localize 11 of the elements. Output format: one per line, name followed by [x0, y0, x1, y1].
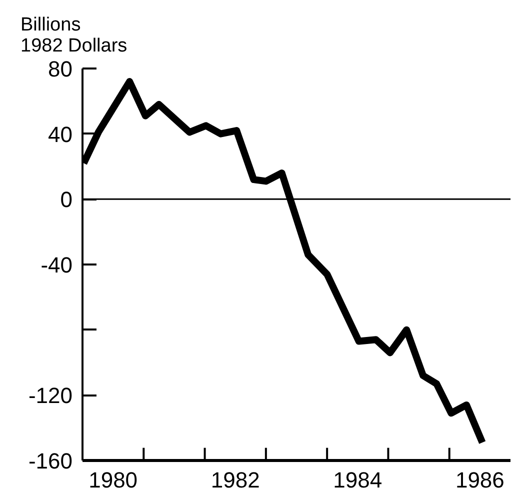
y-tick-label: 40 [48, 122, 73, 147]
y-tick-label: 0 [60, 187, 73, 212]
y-tick-label: -120 [28, 383, 73, 408]
y-tick-label: -160 [28, 448, 73, 474]
y-axis-title: Billions 1982 Dollars [20, 14, 128, 56]
x-tick-label: 1982 [210, 468, 260, 492]
x-tick-label: 1986 [455, 468, 504, 492]
y-tick-label: 80 [48, 56, 73, 82]
y-tick-label: -40 [40, 252, 72, 278]
x-tick-label: 1984 [333, 468, 382, 492]
x-tick-label: 1980 [88, 468, 138, 492]
